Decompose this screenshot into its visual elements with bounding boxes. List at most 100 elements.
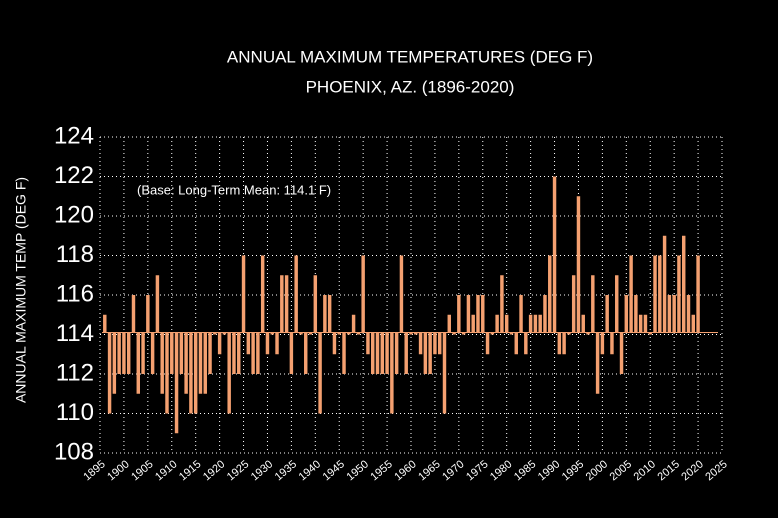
bar — [351, 314, 356, 333]
x-tick-label: 1970 — [440, 458, 466, 483]
x-tick-label: 1995 — [560, 458, 586, 483]
bar — [270, 332, 274, 335]
bar — [418, 332, 423, 355]
bar — [548, 255, 552, 333]
bar — [323, 295, 327, 333]
bar — [327, 295, 332, 333]
chart-subtitle: PHOENIX, AZ. (1896-2020) — [306, 77, 515, 96]
bar — [179, 332, 184, 374]
bar — [136, 332, 140, 394]
bar — [500, 275, 504, 333]
bar — [404, 332, 408, 374]
x-tick-label: 2020 — [679, 458, 705, 483]
bar — [371, 332, 375, 374]
bar — [624, 295, 629, 333]
bar — [260, 255, 265, 333]
bar — [658, 255, 662, 333]
bar — [107, 332, 112, 414]
bar — [170, 332, 174, 374]
bar — [677, 255, 681, 333]
bar — [481, 295, 485, 333]
bar — [514, 332, 518, 355]
bar — [490, 332, 495, 335]
bar — [557, 332, 562, 355]
bar — [586, 332, 590, 335]
y-tick-label: 118 — [56, 241, 94, 268]
bar — [337, 332, 341, 335]
bar — [509, 332, 514, 335]
bar — [146, 295, 150, 333]
bar — [528, 314, 533, 333]
x-tick-label: 1905 — [129, 458, 155, 483]
x-tick-label: 1965 — [416, 458, 442, 483]
bar — [390, 332, 394, 414]
bar — [227, 332, 231, 414]
bar — [375, 332, 380, 374]
bar — [165, 332, 169, 414]
bar — [433, 332, 437, 355]
bar — [112, 332, 117, 394]
x-tick-label: 1920 — [201, 458, 227, 483]
bar — [428, 332, 432, 374]
bar — [409, 332, 413, 335]
bar — [591, 275, 595, 333]
bar — [533, 314, 538, 333]
bar — [313, 275, 318, 333]
bar — [174, 332, 179, 434]
x-tick-label: 2010 — [632, 458, 658, 483]
x-tick-label: 1975 — [464, 458, 490, 483]
y-tick-label: 112 — [56, 359, 94, 386]
x-tick-label: 1950 — [344, 458, 370, 483]
bar — [524, 332, 528, 355]
bar — [208, 332, 212, 374]
bar — [241, 255, 246, 333]
x-tick-label: 1980 — [488, 458, 514, 483]
x-tick-label: 1935 — [273, 458, 299, 483]
annotation: (Base: Long-Term Mean: 114.1 F) — [137, 182, 331, 197]
bar — [615, 275, 619, 333]
bar — [437, 332, 442, 355]
x-tick-label: 1940 — [297, 458, 323, 483]
bar — [638, 314, 643, 333]
bar — [342, 332, 346, 374]
bar — [356, 332, 361, 335]
bar — [193, 332, 198, 414]
x-tick-label: 1990 — [536, 458, 562, 483]
bar — [552, 176, 557, 333]
bar — [308, 332, 313, 335]
bar — [504, 314, 509, 333]
x-tick-label: 2005 — [608, 458, 634, 483]
bar — [141, 332, 145, 374]
bar — [495, 314, 499, 333]
bar — [682, 235, 686, 333]
bar — [600, 332, 605, 355]
bar — [662, 235, 667, 333]
bar — [667, 295, 672, 333]
bar — [452, 332, 456, 335]
x-tick-label: 1900 — [105, 458, 131, 483]
bar — [394, 332, 399, 374]
bar — [610, 332, 614, 355]
bar — [347, 332, 351, 335]
bar — [103, 314, 107, 333]
bar — [332, 332, 337, 355]
bar — [366, 332, 370, 355]
bar — [198, 332, 203, 394]
bar — [648, 332, 652, 335]
x-tick-label: 1930 — [249, 458, 275, 483]
bar — [251, 332, 255, 374]
bar — [203, 332, 207, 394]
bar — [485, 332, 490, 355]
bar — [155, 275, 160, 333]
bar — [466, 295, 471, 333]
y-tick-label: 110 — [56, 399, 94, 426]
bar — [576, 196, 581, 333]
bar — [150, 332, 155, 374]
bar — [184, 332, 188, 394]
bar — [571, 275, 576, 333]
bar — [289, 332, 294, 374]
x-tick-label: 1910 — [153, 458, 179, 483]
bar — [471, 314, 475, 333]
x-tick-label: 1955 — [368, 458, 394, 483]
